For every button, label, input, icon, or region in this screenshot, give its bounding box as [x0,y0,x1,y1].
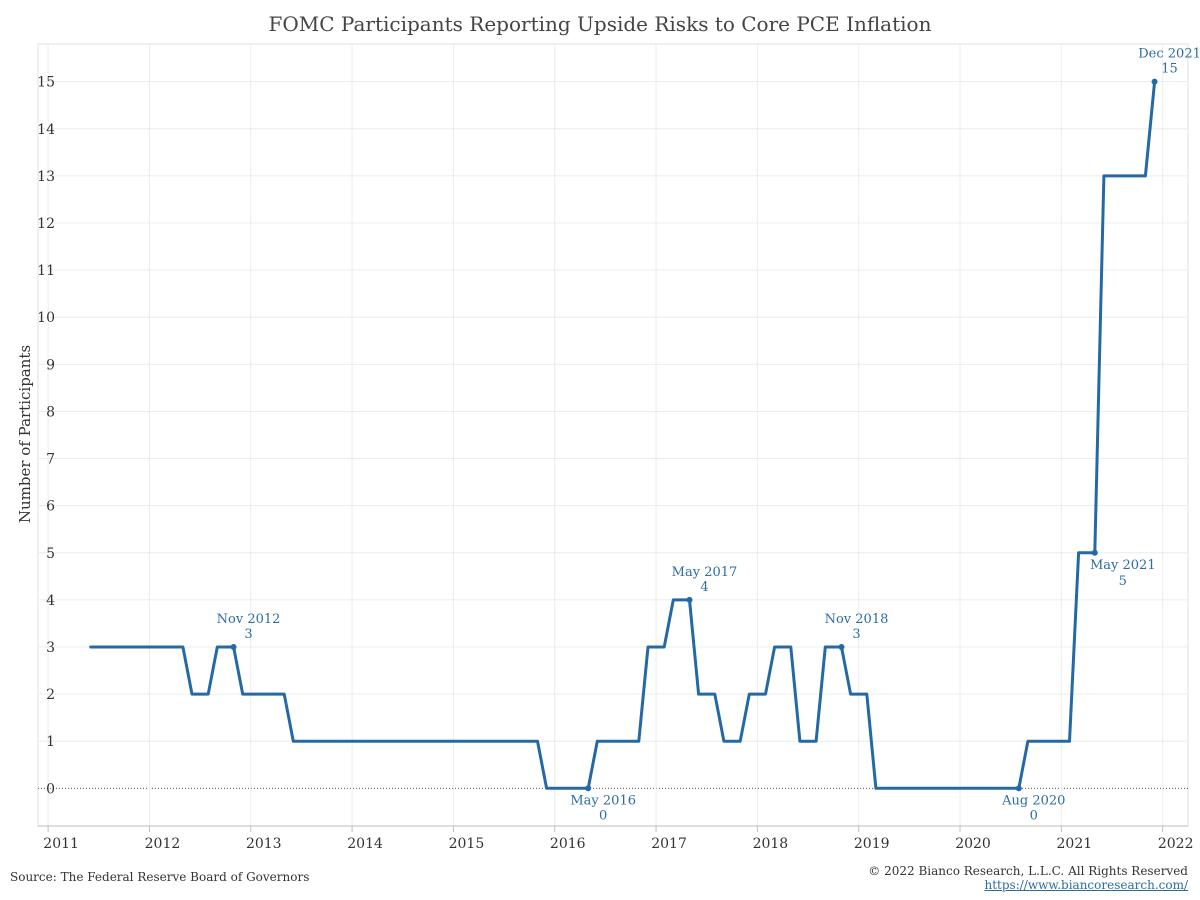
annotation-point [1151,78,1158,85]
y-tick-label: 10 [37,310,55,326]
series-layer [89,80,1157,790]
x-tick-label: 2011 [43,836,79,852]
y-tick-label: 7 [46,452,55,468]
annotation-value-label: 4 [700,580,708,595]
annotation-date-label: Nov 2018 [825,612,889,627]
series-line [89,80,1157,790]
y-tick-label: 2 [46,687,55,703]
annotation-date-label: May 2021 [1090,558,1156,573]
y-tick-label: 11 [37,263,55,279]
plot-frame [37,43,1189,827]
annotation-value-label: 3 [244,627,252,642]
y-tick-label: 9 [46,357,55,373]
annotation-date-label: May 2017 [672,565,738,580]
annotation-point [1015,785,1022,792]
y-tick-label: 4 [46,593,55,609]
y-tick-label: 6 [46,499,55,515]
y-tick-label: 0 [46,781,55,797]
website-link[interactable]: https://www.biancoresearch.com/ [984,878,1188,892]
x-tick-label: 2019 [854,836,890,852]
y-tick-label: 12 [37,216,55,232]
annotation-value-label: 5 [1119,574,1127,589]
source-note: Source: The Federal Reserve Board of Gov… [10,870,310,884]
annotation-point [1091,549,1098,556]
annotation-point [838,643,845,650]
x-tick-label: 2022 [1158,836,1194,852]
annotation-point [585,785,592,792]
y-tick-label: 3 [46,640,55,656]
x-tick-label: 2012 [145,836,181,852]
annotation-value-label: 0 [1030,808,1038,823]
annotation-value-label: 0 [599,808,607,823]
annotation-date-label: Dec 2021 [1138,47,1200,62]
y-tick-label: 5 [46,546,55,562]
y-axis-label: Number of Participants [16,345,34,523]
annotation-date-label: Aug 2020 [1001,793,1065,808]
annotation-value-label: 15 [1161,62,1178,77]
y-tick-label: 15 [37,75,55,91]
annotation-date-label: Nov 2012 [217,612,281,627]
x-tick-label: 2016 [550,836,586,852]
x-tick-label: 2013 [246,836,282,852]
y-tick-label: 8 [46,404,55,420]
x-tick-label: 2018 [753,836,789,852]
annotation-value-label: 3 [852,627,860,642]
x-tick-label: 2015 [449,836,485,852]
x-tick-label: 2021 [1057,836,1093,852]
annotation-date-label: May 2016 [570,793,636,808]
y-tick-label: 13 [37,169,55,185]
footer-credits: © 2022 Bianco Research, L.L.C. All Right… [868,864,1188,892]
copyright-text: © 2022 Bianco Research, L.L.C. All Right… [868,864,1188,878]
chart-title: FOMC Participants Reporting Upside Risks… [268,12,932,36]
y-tick-label: 14 [37,122,55,138]
grid-lines [37,43,1189,827]
annotation-point [230,643,237,650]
annotation-point [686,596,693,603]
x-tick-label: 2017 [651,836,687,852]
y-tick-label: 1 [46,734,55,750]
x-tick-label: 2014 [347,836,383,852]
x-tick-label: 2020 [955,836,991,852]
